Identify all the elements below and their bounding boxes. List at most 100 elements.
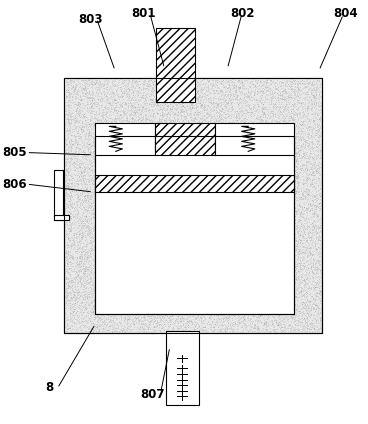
Point bbox=[216, 180, 222, 187]
Point bbox=[138, 309, 144, 316]
Point bbox=[160, 280, 166, 287]
Point bbox=[288, 96, 294, 103]
Point bbox=[153, 224, 159, 231]
Point bbox=[277, 258, 283, 265]
Point bbox=[102, 143, 108, 150]
Point bbox=[143, 87, 149, 94]
Point bbox=[314, 112, 320, 118]
Point bbox=[281, 214, 287, 221]
Point bbox=[164, 326, 170, 332]
Point bbox=[136, 318, 142, 325]
Point bbox=[236, 95, 242, 101]
Point bbox=[255, 208, 261, 215]
Point bbox=[274, 81, 280, 88]
Point bbox=[127, 208, 133, 215]
Point bbox=[130, 321, 136, 327]
Point bbox=[219, 95, 225, 102]
Point bbox=[313, 130, 319, 137]
Point bbox=[303, 161, 309, 168]
Point bbox=[88, 286, 93, 293]
Point bbox=[238, 87, 244, 94]
Point bbox=[244, 99, 250, 106]
Point bbox=[67, 79, 73, 86]
Point bbox=[162, 311, 168, 318]
Point bbox=[97, 224, 103, 231]
Point bbox=[276, 184, 282, 190]
Point bbox=[117, 115, 123, 122]
Point bbox=[130, 77, 135, 84]
Point bbox=[221, 166, 227, 173]
Point bbox=[85, 308, 91, 315]
Point bbox=[304, 153, 310, 159]
Point bbox=[314, 264, 320, 271]
Point bbox=[316, 310, 322, 317]
Point bbox=[116, 266, 121, 273]
Point bbox=[291, 229, 297, 235]
Point bbox=[183, 219, 189, 226]
Point bbox=[160, 207, 166, 214]
Point bbox=[283, 273, 289, 279]
Point bbox=[138, 138, 144, 145]
Point bbox=[176, 153, 182, 159]
Point bbox=[247, 191, 252, 198]
Point bbox=[68, 84, 74, 91]
Point bbox=[242, 233, 248, 240]
Point bbox=[239, 219, 245, 226]
Point bbox=[195, 89, 201, 96]
Point bbox=[199, 320, 205, 326]
Point bbox=[156, 138, 162, 145]
Point bbox=[254, 254, 260, 261]
Point bbox=[279, 96, 284, 103]
Point bbox=[315, 234, 321, 241]
Point bbox=[80, 243, 86, 249]
Point bbox=[267, 101, 273, 108]
Point bbox=[274, 206, 280, 213]
Point bbox=[77, 274, 83, 281]
Point bbox=[268, 271, 273, 278]
Point bbox=[92, 293, 98, 300]
Point bbox=[147, 201, 153, 208]
Point bbox=[130, 156, 136, 163]
Point bbox=[100, 303, 106, 310]
Point bbox=[173, 245, 179, 252]
Point bbox=[138, 300, 144, 307]
Point bbox=[311, 170, 317, 176]
Point bbox=[103, 155, 109, 162]
Point bbox=[105, 301, 111, 308]
Point bbox=[131, 87, 137, 94]
Point bbox=[96, 106, 102, 112]
Point bbox=[174, 188, 180, 195]
Point bbox=[255, 160, 261, 167]
Point bbox=[121, 78, 127, 85]
Point bbox=[174, 185, 180, 192]
Point bbox=[135, 163, 141, 170]
Point bbox=[238, 192, 244, 199]
Point bbox=[129, 164, 135, 171]
Point bbox=[283, 125, 289, 132]
Point bbox=[185, 212, 191, 218]
Point bbox=[308, 306, 314, 312]
Point bbox=[123, 245, 129, 251]
Point bbox=[284, 139, 290, 146]
Point bbox=[88, 299, 94, 306]
Point bbox=[95, 161, 101, 168]
Point bbox=[228, 273, 234, 280]
Point bbox=[167, 198, 173, 204]
Point bbox=[109, 89, 114, 95]
Point bbox=[187, 242, 193, 248]
Point bbox=[228, 107, 234, 114]
Point bbox=[308, 90, 314, 97]
Point bbox=[146, 310, 152, 317]
Point bbox=[206, 273, 212, 280]
Point bbox=[169, 135, 174, 142]
Point bbox=[134, 285, 140, 292]
Point bbox=[121, 240, 127, 247]
Point bbox=[75, 289, 81, 296]
Point bbox=[200, 156, 206, 162]
Point bbox=[148, 306, 154, 312]
Point bbox=[290, 243, 296, 249]
Point bbox=[130, 163, 135, 170]
Point bbox=[167, 298, 173, 305]
Point bbox=[318, 176, 324, 182]
Point bbox=[263, 151, 269, 158]
